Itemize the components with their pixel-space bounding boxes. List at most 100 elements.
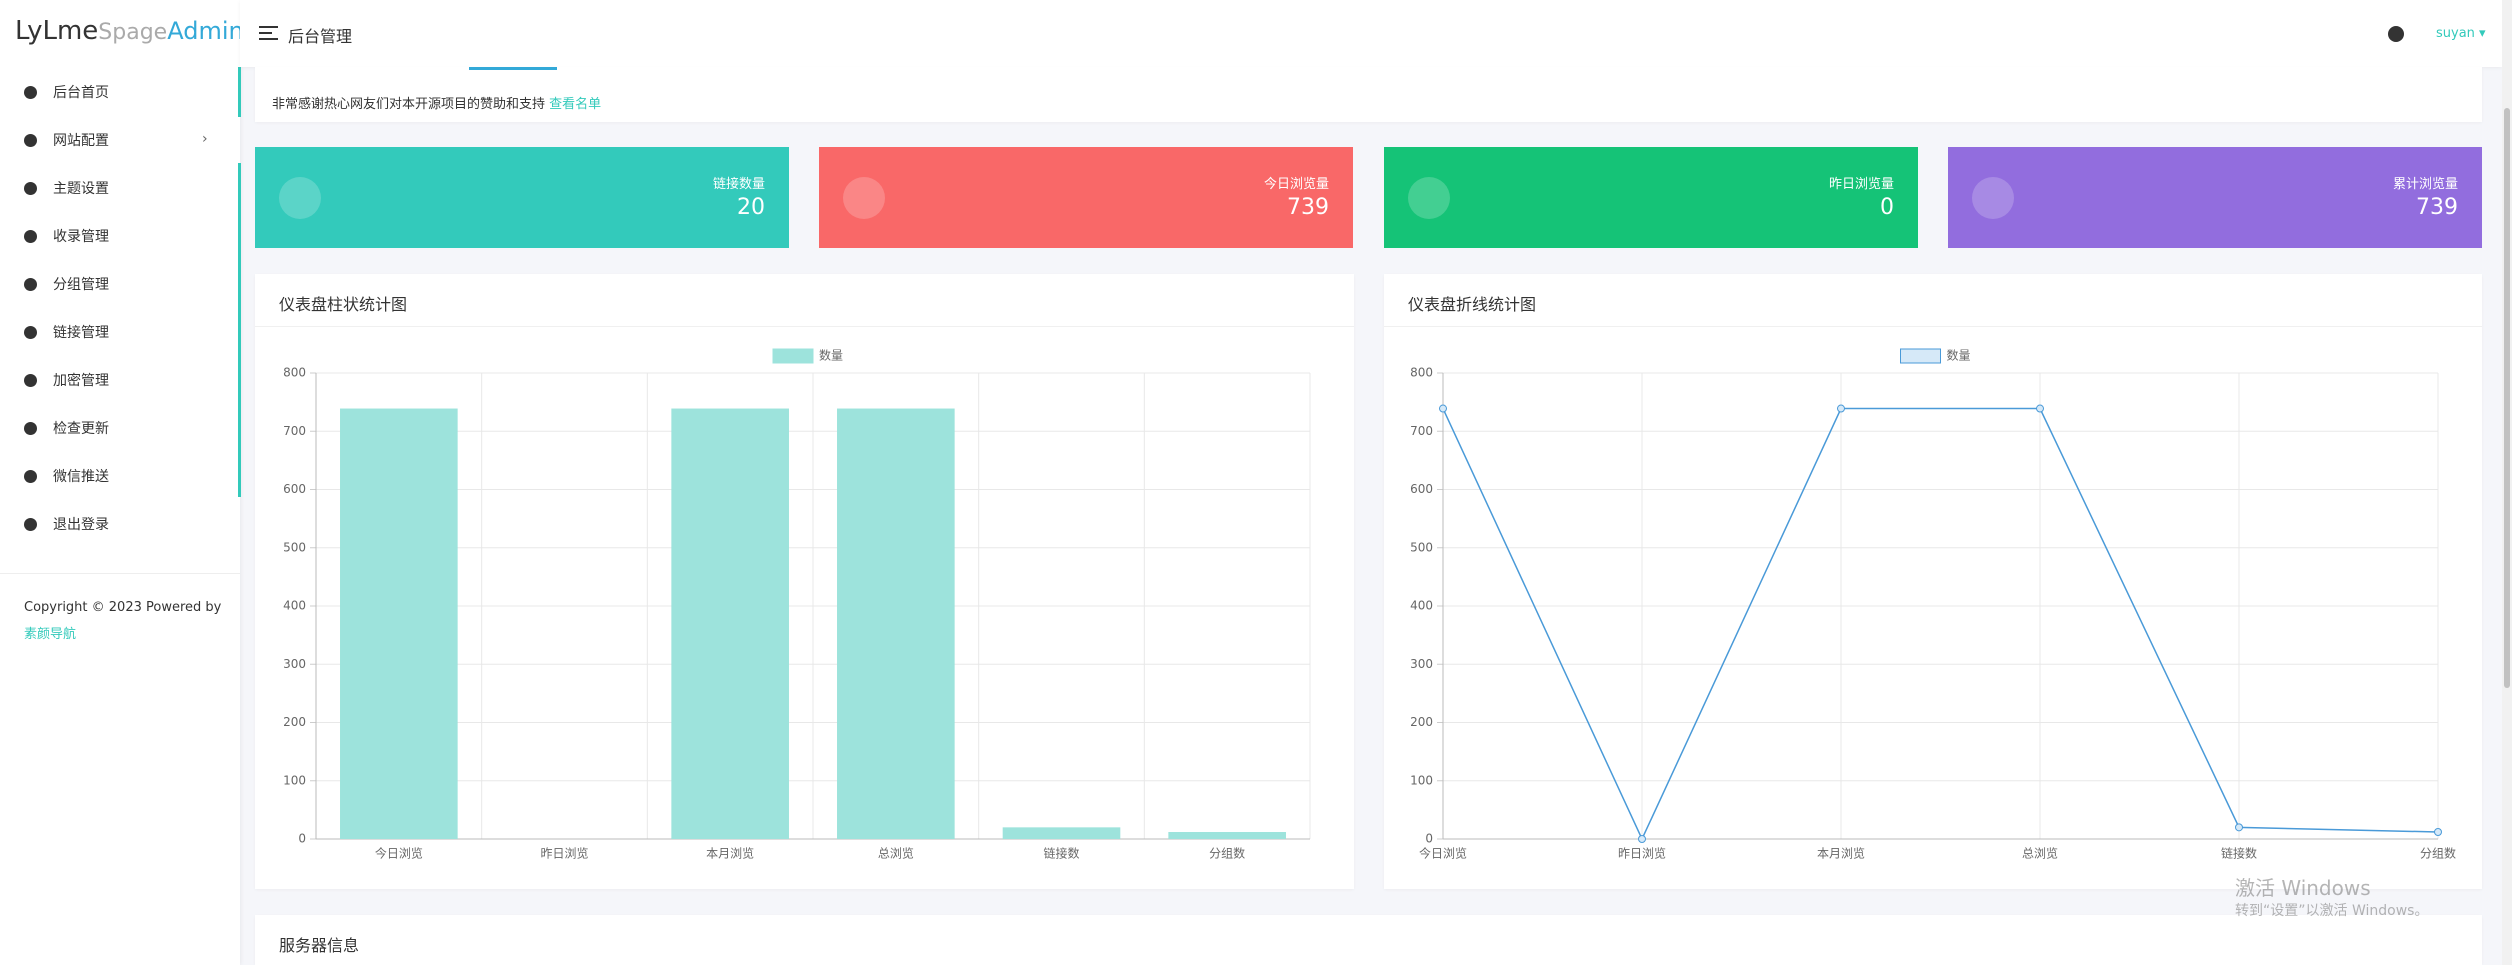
chart-panel: 仪表盘柱状统计图 0 100 200 300 400 500 600 700 800 今日浏览 昨日…: [255, 274, 1354, 889]
tab-indicator: [469, 67, 557, 70]
menu-label: 检查更新: [53, 421, 109, 437]
x-tick-label: 昨日浏览: [1618, 846, 1666, 861]
stat-card: 今日浏览量 739: [819, 147, 1353, 248]
menu-item[interactable]: 微信推送: [24, 466, 109, 486]
y-tick-label: 100: [1410, 773, 1433, 787]
menu-item[interactable]: 收录管理: [24, 226, 109, 246]
menu-icon: [24, 181, 37, 195]
notice-panel: 非常感谢热心网友们对本开源项目的赞助和支持 查看名单: [255, 67, 2482, 122]
copyright: Copyright © 2023 Powered by: [24, 600, 222, 615]
menu-icon: [24, 229, 37, 243]
legend-swatch: [1900, 348, 1941, 364]
chart-panel: 仪表盘折线统计图 0 100 200 300 400 500 600 700 800 今日浏览 昨日…: [1384, 274, 2482, 889]
card-label: 昨日浏览量: [1828, 177, 1894, 192]
menu-icon: [24, 469, 37, 483]
chart-title: 仪表盘折线统计图: [1408, 295, 1537, 314]
user-name: suyan: [2436, 26, 2475, 41]
submenu-arrow: ›: [202, 131, 208, 147]
point: [1439, 404, 1447, 413]
card-value: 739: [1287, 195, 1329, 220]
menu-icon: [24, 277, 37, 291]
logo-part: Admin: [167, 17, 244, 45]
logo-part: LyLme: [15, 16, 99, 46]
x-tick-label: 总浏览: [878, 846, 914, 861]
menu-item[interactable]: 主题设置: [24, 178, 109, 198]
menu-item[interactable]: 网站配置: [24, 130, 109, 150]
menu-item[interactable]: 链接管理: [24, 322, 109, 342]
menu-item[interactable]: 检查更新: [24, 418, 109, 438]
y-tick-label: 500: [1410, 540, 1433, 554]
logo[interactable]: LyLmeSpageAdmin: [15, 16, 244, 46]
legend-label: 数量: [1947, 348, 1971, 363]
y-tick-label: 100: [283, 773, 306, 787]
point: [2235, 823, 2243, 832]
x-tick-label: 本月浏览: [1817, 846, 1865, 861]
divider: [1384, 326, 2482, 327]
x-tick-label: 链接数: [1043, 846, 1079, 861]
menu-label: 微信推送: [53, 469, 109, 485]
x-tick-label: 今日浏览: [1419, 846, 1467, 861]
y-tick-label: 200: [1410, 715, 1433, 729]
menu-icon: [24, 421, 37, 435]
x-tick-label: 分组数: [1209, 846, 1245, 861]
copyright-link[interactable]: 素颜导航: [24, 627, 77, 642]
bar: [837, 408, 955, 839]
notice: 非常感谢热心网友们对本开源项目的赞助和支持 查看名单: [272, 93, 601, 112]
y-tick-label: 500: [283, 540, 306, 554]
y-tick-label: 700: [283, 424, 306, 438]
menu-label: 网站配置: [53, 133, 109, 149]
active-bar: [238, 67, 241, 117]
point: [1638, 835, 1646, 843]
menu-label: 收录管理: [53, 229, 109, 245]
card-value: 0: [1880, 195, 1894, 220]
card-icon: [843, 177, 885, 219]
watermark: 转到“设置”以激活 Windows。: [2235, 903, 2429, 919]
x-tick-label: 链接数: [2221, 846, 2257, 861]
stat-card: 累计浏览量 739: [1948, 147, 2482, 248]
watermark: 激活 Windows: [2235, 876, 2371, 900]
bar: [340, 408, 458, 839]
y-tick-label: 800: [283, 366, 306, 380]
notice-text: 非常感谢热心网友们对本开源项目的赞助和支持: [272, 97, 546, 112]
y-tick-label: 0: [298, 832, 306, 846]
menu-icon: [24, 517, 37, 531]
x-tick-label: 昨日浏览: [540, 846, 588, 861]
theme-icon[interactable]: [2388, 26, 2404, 42]
panel-title: 服务器信息: [279, 936, 360, 955]
menu-icon: [24, 325, 37, 339]
stat-card: 链接数量 20: [255, 147, 789, 248]
user-menu[interactable]: suyan ▾: [2436, 26, 2486, 41]
y-tick-label: 300: [283, 657, 306, 671]
menu-item[interactable]: 加密管理: [24, 370, 109, 390]
divider: [255, 326, 1354, 327]
card-value: 739: [2416, 195, 2458, 220]
menu-icon: [24, 373, 37, 387]
menu-item[interactable]: 后台首页: [24, 82, 109, 102]
menu-item[interactable]: 分组管理: [24, 274, 109, 294]
card-icon: [1972, 177, 2014, 219]
chart-title: 仪表盘柱状统计图: [279, 295, 408, 314]
point: [2036, 404, 2044, 413]
card-label: 累计浏览量: [2392, 177, 2458, 192]
card-icon: [279, 177, 321, 219]
menu-label: 后台首页: [53, 85, 109, 101]
menu-icon: [24, 133, 37, 147]
menu-item[interactable]: 退出登录: [24, 514, 109, 534]
menu-label: 加密管理: [53, 373, 109, 389]
stat-card: 昨日浏览量 0: [1384, 147, 1918, 248]
logo-part: Spage: [98, 20, 168, 45]
y-tick-label: 200: [283, 715, 306, 729]
scroll-thumb[interactable]: [2504, 108, 2510, 688]
menu-toggle[interactable]: [258, 25, 280, 41]
y-tick-label: 600: [283, 482, 306, 496]
legend-label: 数量: [819, 348, 843, 363]
x-tick-label: 分组数: [2420, 846, 2456, 861]
y-tick-label: 800: [1410, 366, 1433, 380]
card-label: 今日浏览量: [1263, 177, 1329, 192]
point: [2434, 828, 2442, 837]
y-tick-label: 400: [283, 599, 306, 613]
notice-link[interactable]: 查看名单: [549, 97, 602, 112]
point: [1837, 404, 1845, 413]
chart: 0 100 200 300 400 500 600 700 800 今日浏览 昨日浏览 本月浏览 总浏览…: [283, 348, 1311, 861]
